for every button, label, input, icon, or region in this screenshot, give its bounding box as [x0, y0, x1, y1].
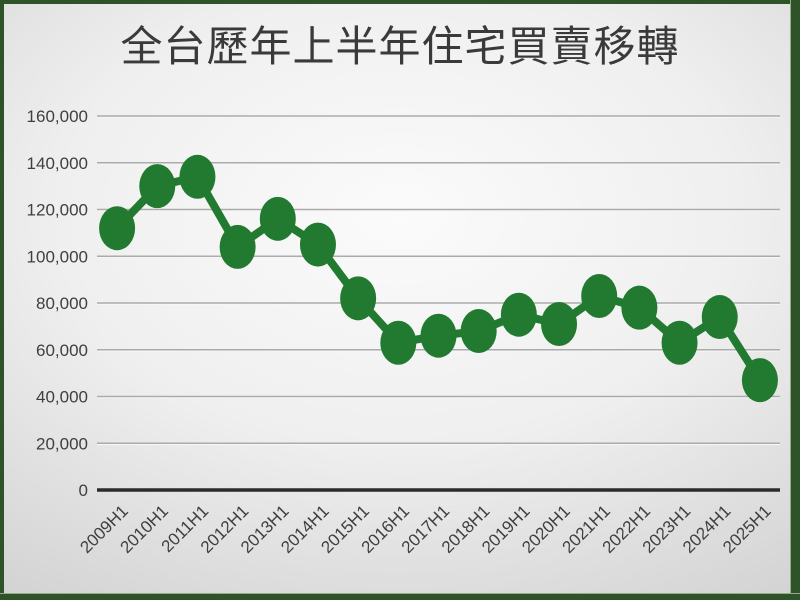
data-point-2019H1: [500, 292, 537, 337]
y-tick-label: 20,000: [36, 434, 88, 453]
y-tick-label: 140,000: [27, 154, 88, 173]
data-point-2018H1: [460, 309, 497, 354]
data-point-2014H1: [299, 222, 336, 267]
data-point-2017H1: [420, 313, 457, 358]
data-point-2015H1: [340, 276, 377, 321]
data-point-2009H1: [99, 206, 136, 251]
data-point-2025H1: [741, 358, 778, 403]
data-point-2024H1: [701, 295, 738, 340]
y-tick-label: 100,000: [27, 247, 88, 266]
slide-border-top: [0, 0, 800, 4]
data-point-2012H1: [219, 224, 256, 269]
y-tick-label: 40,000: [36, 388, 88, 407]
data-point-2016H1: [380, 320, 417, 365]
data-point-2023H1: [661, 320, 698, 365]
slide-border-left: [0, 0, 4, 600]
y-tick-label: 0: [79, 481, 88, 500]
data-point-2011H1: [179, 154, 216, 199]
data-point-2010H1: [139, 164, 176, 209]
y-tick-label: 160,000: [27, 107, 88, 126]
slide-border-bottom: [0, 593, 800, 600]
slide-border-right: [790, 0, 800, 600]
data-point-2021H1: [581, 273, 618, 318]
data-point-2013H1: [259, 196, 296, 241]
y-tick-label: 80,000: [36, 294, 88, 313]
chart-title: 全台歷年上半年住宅買賣移轉: [120, 25, 680, 71]
y-tick-label: 120,000: [27, 201, 88, 220]
data-point-2020H1: [541, 302, 578, 347]
data-point-2022H1: [621, 285, 658, 330]
y-tick-label: 60,000: [36, 341, 88, 360]
